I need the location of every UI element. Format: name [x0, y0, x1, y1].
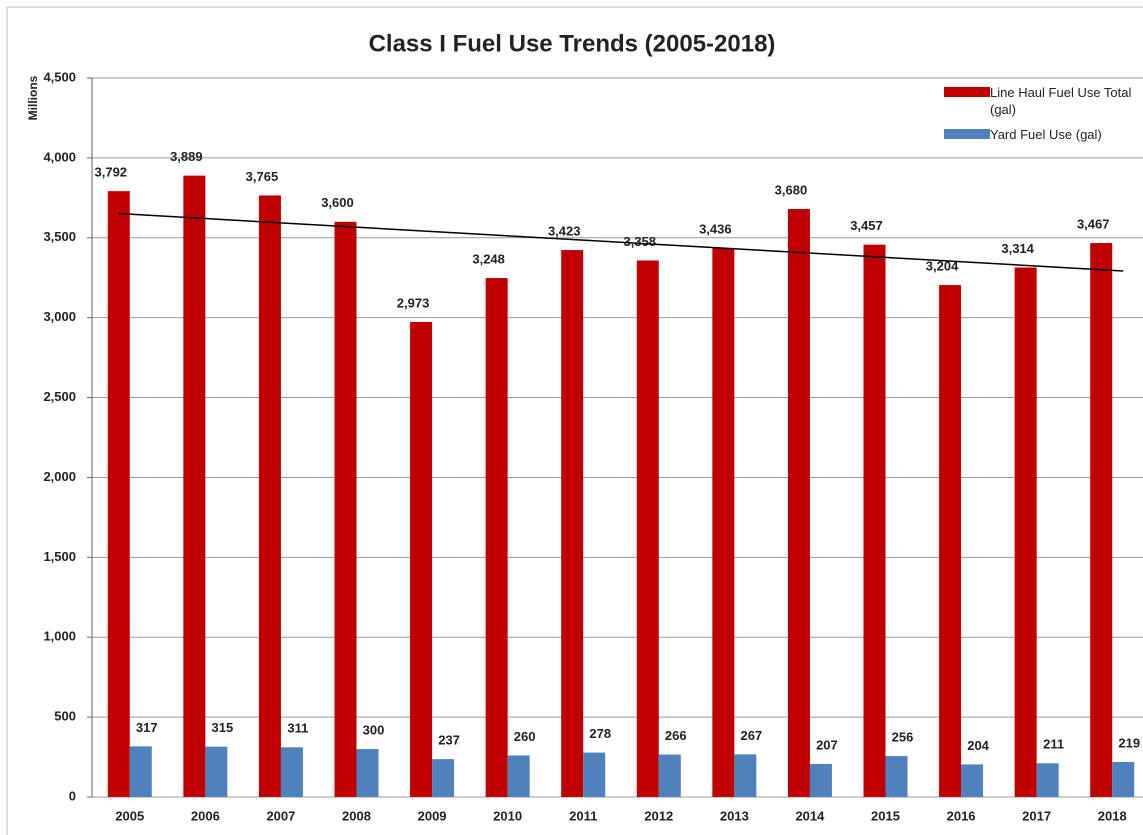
bar: [432, 759, 455, 797]
value-label: 3,423: [548, 224, 581, 239]
value-label: 3,457: [850, 218, 883, 233]
value-label: 260: [514, 729, 536, 744]
bar: [356, 749, 379, 797]
value-label: 2,973: [397, 295, 430, 310]
bar: [507, 755, 530, 797]
bar: [1112, 762, 1135, 797]
value-label: 3,889: [170, 149, 203, 164]
value-label: 3,600: [321, 195, 354, 210]
legend-item: Yard Fuel Use (gal): [944, 126, 1143, 143]
bar: [1014, 267, 1037, 797]
bar: [734, 754, 757, 797]
value-label: 267: [741, 728, 763, 743]
y-axis-label: Millions: [26, 75, 40, 120]
value-label: 3,204: [926, 259, 959, 274]
value-label: 278: [589, 726, 611, 741]
value-label: 3,358: [624, 234, 657, 249]
legend-label: Line Haul Fuel Use Total (gal): [990, 85, 1132, 117]
trendline: [118, 212, 1124, 272]
y-tick-label: 2,500: [43, 389, 76, 404]
bar: [712, 248, 735, 798]
chart-title: Class I Fuel Use Trends (2005-2018): [369, 30, 776, 57]
bar: [334, 221, 357, 798]
y-tick-label: 1,000: [43, 629, 76, 644]
bar: [258, 195, 281, 798]
bar: [809, 763, 832, 797]
legend-swatch: [944, 129, 990, 139]
bar: [485, 278, 508, 798]
y-tick-label: 4,000: [43, 149, 76, 164]
bar: [561, 250, 584, 797]
x-tick-label: 2010: [493, 808, 522, 823]
y-tick-label: 3,000: [43, 309, 76, 324]
bar: [863, 244, 886, 798]
x-tick-label: 2007: [266, 808, 295, 823]
y-tick-label: 3,500: [43, 229, 76, 244]
bar: [636, 260, 659, 798]
value-label: 3,792: [95, 165, 128, 180]
y-tick-label: 1,500: [43, 549, 76, 564]
bar: [280, 747, 303, 797]
x-tick-label: 2009: [418, 808, 447, 823]
y-tick-label: 0: [69, 788, 76, 803]
bar: [961, 764, 984, 797]
value-label: 204: [967, 738, 989, 753]
bar: [1036, 763, 1059, 797]
x-tick-label: 2012: [644, 808, 673, 823]
x-tick-label: 2006: [191, 808, 220, 823]
value-label: 311: [287, 721, 308, 736]
value-label: 211: [1043, 737, 1064, 752]
x-tick-label: 2005: [115, 808, 144, 823]
value-label: 300: [363, 723, 385, 738]
value-label: 317: [136, 720, 158, 735]
x-tick-label: 2016: [947, 808, 976, 823]
bar: [1090, 243, 1113, 798]
legend-swatch: [944, 87, 990, 97]
bar: [939, 285, 962, 797]
value-label: 237: [438, 733, 460, 748]
value-label: 315: [212, 720, 234, 735]
bar: [129, 746, 152, 797]
value-label: 207: [816, 737, 838, 752]
bar: [107, 191, 130, 797]
bar: [583, 752, 606, 797]
x-tick-label: 2017: [1022, 808, 1051, 823]
value-label: 3,680: [775, 182, 808, 197]
x-tick-label: 2018: [1098, 808, 1127, 823]
bar: [787, 209, 810, 798]
value-label: 3,248: [472, 251, 505, 266]
bar: [885, 756, 908, 797]
bar: [205, 746, 228, 797]
x-tick-label: 2011: [569, 808, 597, 823]
value-label: 256: [892, 730, 914, 745]
x-tick-label: 2013: [720, 808, 749, 823]
value-label: 3,765: [246, 169, 279, 184]
value-label: 266: [665, 728, 687, 743]
value-label: 219: [1118, 735, 1140, 750]
x-tick-label: 2015: [871, 808, 900, 823]
legend-label: Yard Fuel Use (gal): [990, 127, 1102, 142]
legend-item: Line Haul Fuel Use Total (gal): [944, 84, 1143, 118]
y-tick-label: 2,000: [43, 469, 76, 484]
legend: Line Haul Fuel Use Total (gal) Yard Fuel …: [944, 84, 1143, 151]
x-tick-label: 2014: [795, 808, 825, 823]
value-label: 3,436: [699, 221, 732, 236]
value-label: 3,314: [1001, 241, 1034, 256]
bar: [410, 321, 433, 797]
y-tick-label: 500: [54, 709, 76, 724]
bar: [183, 175, 206, 798]
bar: [658, 754, 681, 797]
value-label: 3,467: [1077, 216, 1110, 231]
x-tick-label: 2008: [342, 808, 371, 823]
y-tick-label: 4,500: [43, 69, 76, 84]
